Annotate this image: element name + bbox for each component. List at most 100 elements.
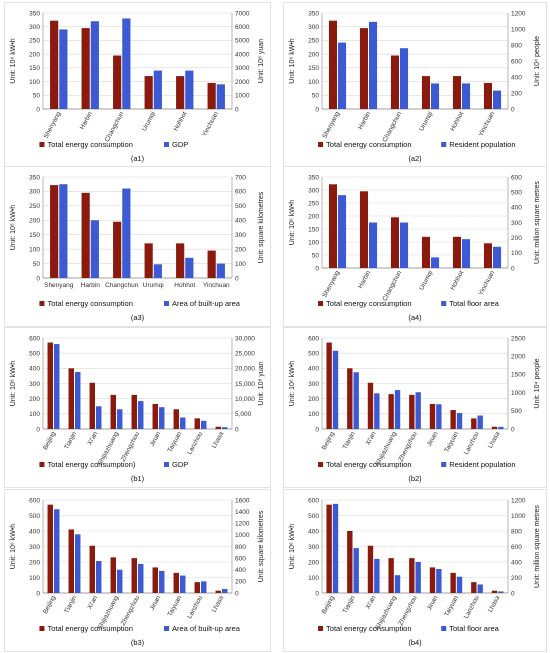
y-axis-title: Unit: 10⁶ kW•h (289, 524, 296, 570)
bar-b4-energy-6 (450, 572, 456, 593)
x-tick-label: Urumqi (141, 111, 157, 133)
y-tick-label: 0 (315, 426, 319, 433)
bar-b3-s2-1 (75, 534, 81, 593)
bar-b4-s2-4 (415, 562, 421, 593)
x-tick-label: Shenyang (321, 110, 341, 139)
y-axis-title: Unit: 10⁶ kW•h (289, 200, 296, 246)
y-tick-label: 500 (29, 513, 40, 520)
y-tick-label: 200 (308, 396, 319, 403)
y-tick-label: 150 (29, 65, 40, 72)
legend-swatch-energy (39, 301, 45, 306)
y2-tick-label: 800 (511, 528, 522, 535)
y-tick-label: 100 (308, 239, 319, 246)
x-tick-label: Zhengzhou (120, 430, 142, 462)
y-tick-label: 150 (29, 232, 40, 239)
y2-tick-label: 30,000 (235, 335, 255, 342)
panel-caption: (a3) (131, 313, 145, 322)
bar-a2-energy-5 (483, 82, 492, 109)
y2-tick-label: 5000 (235, 38, 250, 45)
bar-a4-s2-2 (400, 222, 409, 268)
legend-label-energy: Total energy consumption (326, 299, 411, 308)
y2-tick-label: 2500 (511, 335, 526, 342)
x-tick-label: Taiyuan (443, 594, 460, 617)
bar-b2-energy-6 (450, 410, 456, 429)
y2-tick-label: 200 (235, 579, 246, 586)
y-tick-label: 350 (29, 174, 40, 181)
bar-a2-energy-3 (421, 76, 430, 109)
bar-b1-energy-4 (131, 394, 137, 429)
bar-b4-s2-7 (477, 584, 483, 593)
bar-a4-energy-1 (359, 191, 368, 268)
bar-a3-energy-1 (81, 192, 90, 278)
y2-tick-label: 6000 (235, 24, 250, 31)
legend-label-second: Resident population (449, 460, 515, 469)
bar-b3-energy-7 (194, 582, 200, 593)
bar-a4-s2-0 (338, 195, 347, 268)
bar-a4-s2-1 (369, 222, 378, 268)
chart-panel-a2: 0 50 100 150 200 250 300 350 0 200 400 600 800 1000 12… (283, 2, 547, 168)
legend-label-energy: Total energy consumption) (47, 460, 135, 469)
bar-b2-s2-3 (394, 390, 401, 429)
bar-b2-s2-8 (498, 426, 504, 429)
bar-a3-s2-5 (216, 263, 225, 278)
x-tick-label: Harbin (81, 282, 101, 289)
bar-b3-s2-2 (96, 561, 102, 593)
bar-a2-s2-5 (493, 90, 502, 109)
y2-tick-label: 1200 (235, 521, 250, 528)
bar-a1-s2-0 (59, 29, 68, 110)
bar-b3-energy-0 (47, 504, 53, 593)
legend-label-second: Area of built-up area (172, 624, 241, 633)
bar-b1-energy-0 (47, 342, 53, 429)
x-tick-label: Tianjin (342, 430, 357, 450)
y2-axis-title: Unit: million square metres (534, 181, 541, 264)
x-tick-label: Yinchuan (477, 269, 496, 296)
x-tick-label: Jinan (149, 430, 163, 447)
y2-tick-label: 500 (511, 189, 522, 196)
bar-a1-s2-3 (153, 70, 162, 109)
chart-svg: 0 100 200 300 400 500 600 0 500 1000 1500 2000 2500 B… (289, 335, 541, 483)
y2-tick-label: 200 (511, 575, 522, 582)
panel-caption: (b4) (408, 638, 422, 647)
bar-b3-s2-7 (201, 581, 207, 593)
x-tick-label: Beijing (321, 594, 337, 615)
bar-b3-s2-8 (222, 588, 228, 593)
bar-b1-s2-7 (201, 420, 207, 429)
bar-b1-energy-7 (194, 418, 200, 429)
x-tick-label: Changchun (381, 269, 403, 302)
x-tick-label: Shenyang (43, 110, 63, 139)
bar-b1-s2-6 (180, 417, 186, 429)
y-tick-label: 50 (33, 261, 41, 268)
bar-a4-s2-3 (431, 257, 440, 268)
bar-b2-s2-1 (353, 372, 359, 429)
y-tick-label: 300 (308, 381, 319, 388)
legend-label-energy: Total energy consumption (47, 624, 132, 633)
y2-tick-label: 1500 (511, 372, 526, 379)
x-tick-label: Xi'an (365, 594, 378, 610)
y2-tick-label: 200 (511, 235, 522, 242)
bar-a4-s2-5 (493, 246, 502, 268)
y-tick-label: 200 (29, 51, 40, 58)
bar-b1-s2-3 (117, 409, 123, 429)
y2-axis-title: Unit: million square metres (534, 505, 541, 588)
y2-tick-label: 800 (511, 42, 522, 49)
x-tick-label: Lhasa (211, 430, 226, 449)
y2-tick-label: 300 (511, 220, 522, 227)
x-tick-label: Lanzhou (463, 430, 481, 456)
bar-b1-s2-5 (159, 407, 165, 429)
bar-a3-s2-3 (153, 264, 162, 278)
bar-a1-s2-5 (216, 84, 225, 109)
bar-a4-energy-2 (390, 217, 399, 268)
legend-label-energy: Total energy consumption (326, 624, 411, 633)
y-tick-label: 100 (29, 79, 40, 86)
x-tick-label: Lanzhou (186, 594, 204, 620)
bar-a3-energy-2 (113, 221, 122, 278)
y-tick-label: 250 (308, 38, 319, 45)
y2-axis-title: Unit: 10⁴ people (534, 358, 541, 408)
bar-a2-s2-2 (400, 48, 409, 109)
x-tick-label: Urumqi (143, 282, 164, 289)
bar-a1-energy-5 (207, 82, 216, 109)
y2-axis-title: Unit: square kilometres (258, 191, 265, 263)
legend-swatch-energy (39, 142, 45, 147)
bar-b4-energy-3 (388, 558, 394, 593)
bar-a3-s2-0 (59, 184, 68, 278)
